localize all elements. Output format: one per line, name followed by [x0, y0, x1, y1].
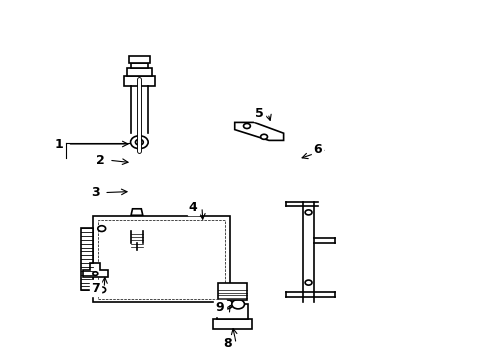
Circle shape — [130, 136, 148, 149]
Circle shape — [305, 280, 311, 285]
Polygon shape — [234, 122, 283, 140]
Polygon shape — [127, 215, 146, 231]
Circle shape — [135, 139, 143, 145]
Text: 6: 6 — [313, 143, 322, 156]
Bar — [217, 283, 246, 300]
Bar — [123, 76, 155, 86]
Circle shape — [260, 134, 267, 139]
Text: 3: 3 — [91, 186, 100, 199]
Polygon shape — [83, 263, 107, 277]
Text: 5: 5 — [254, 107, 263, 120]
Text: 8: 8 — [223, 337, 231, 350]
Bar — [216, 304, 247, 319]
Bar — [128, 56, 150, 63]
Bar — [130, 63, 148, 68]
Polygon shape — [131, 209, 142, 215]
Bar — [81, 228, 93, 290]
Circle shape — [220, 300, 232, 309]
Text: 2: 2 — [96, 154, 104, 167]
Circle shape — [231, 300, 244, 309]
Circle shape — [305, 210, 311, 215]
Bar — [98, 220, 224, 299]
Circle shape — [243, 123, 250, 129]
Circle shape — [98, 226, 105, 231]
Text: 7: 7 — [91, 282, 100, 294]
Bar — [127, 68, 151, 76]
Circle shape — [93, 272, 98, 275]
Circle shape — [98, 287, 105, 293]
Text: 4: 4 — [188, 201, 197, 213]
Text: 1: 1 — [54, 138, 63, 150]
Bar — [212, 319, 251, 329]
Bar — [93, 216, 229, 302]
Text: 9: 9 — [215, 301, 224, 314]
